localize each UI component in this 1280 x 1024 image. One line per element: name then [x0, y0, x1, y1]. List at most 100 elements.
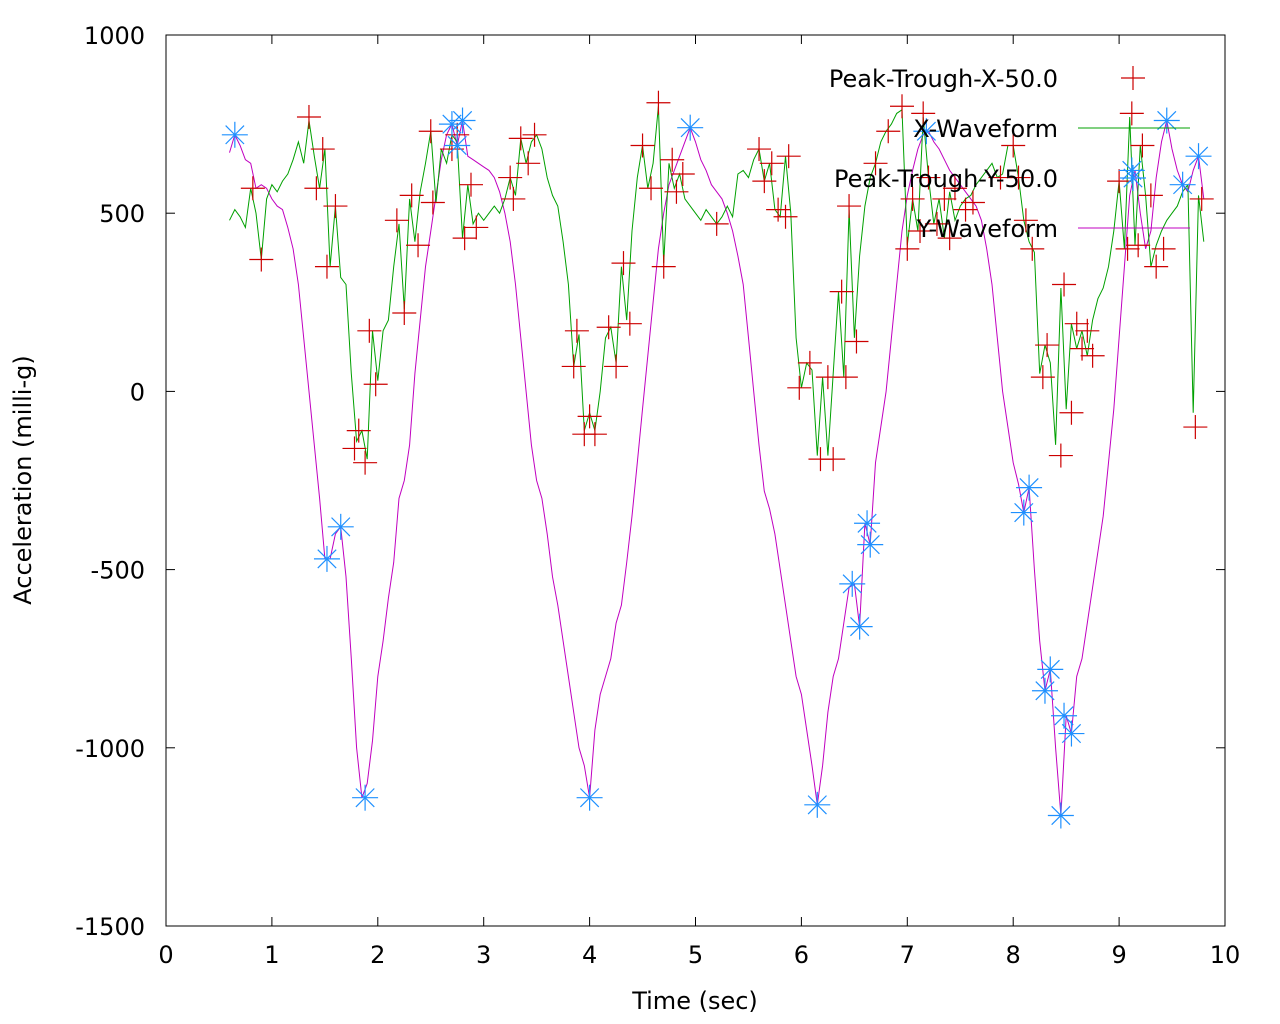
data-point-y-peak	[313, 545, 340, 572]
data-point-x-peak	[1115, 236, 1140, 261]
data-point-x-peak	[863, 151, 888, 176]
data-point-x-peak	[787, 375, 812, 400]
data-point-x-peak	[639, 176, 664, 201]
data-point-x-peak	[1030, 365, 1055, 390]
data-point-x-peak	[240, 176, 265, 201]
data-point-x-peak	[630, 133, 655, 158]
data-point-y-peak	[1169, 171, 1196, 198]
data-point-x-peak	[296, 104, 321, 129]
x-tick-label: 10	[1210, 941, 1241, 969]
data-point-x-peak	[399, 183, 424, 208]
legend: Peak-Trough-X-50.0 X-Waveform Peak-Trough-…	[829, 65, 1190, 243]
data-point-x-peak	[1138, 183, 1163, 208]
data-point-y-peak	[854, 510, 881, 537]
data-point-x-peak	[895, 236, 920, 261]
data-point-x-peak	[1080, 343, 1105, 368]
plot-area	[221, 90, 1214, 829]
data-point-x-peak	[1151, 236, 1176, 261]
data-point-x-peak	[1020, 236, 1045, 261]
data-point-y-peak	[1051, 702, 1078, 729]
data-point-x-peak	[452, 226, 477, 251]
data-point-x-peak	[924, 211, 949, 236]
data-point-x-peak	[1006, 165, 1031, 190]
data-point-x-peak	[342, 436, 367, 461]
data-point-x-peak	[1126, 233, 1151, 258]
data-point-x-peak	[660, 147, 685, 172]
data-point-x-peak	[1035, 333, 1060, 358]
y-tick-label: 500	[99, 200, 145, 228]
data-point-x-peak	[911, 101, 936, 126]
data-point-x-peak	[900, 186, 925, 211]
data-point-x-peak	[604, 354, 629, 379]
data-point-y-peak	[1118, 157, 1145, 184]
data-point-x-peak	[1075, 318, 1100, 343]
legend-label: Y-Waveform	[916, 215, 1058, 243]
data-point-x-peak	[611, 251, 636, 276]
data-point-x-peak	[651, 254, 676, 279]
data-point-y-peak	[576, 784, 603, 811]
data-point-x-peak	[844, 329, 869, 354]
data-point-x-peak	[464, 215, 489, 240]
data-point-x-peak	[1070, 336, 1095, 361]
data-point-y-peak	[352, 784, 379, 811]
data-point-x-peak	[937, 226, 962, 251]
data-point-y-peak	[444, 132, 471, 159]
x-tick-label: 6	[794, 941, 809, 969]
data-point-x-peak	[582, 422, 607, 447]
data-point-x-peak	[420, 190, 445, 215]
data-point-x-peak	[310, 137, 335, 162]
data-point-y-peak	[1010, 499, 1037, 526]
y-tick-label: -500	[91, 557, 145, 585]
data-point-y-peak	[221, 121, 248, 148]
data-point-x-peak	[353, 450, 378, 475]
data-point-x-peak	[833, 365, 858, 390]
data-point-x-peak	[821, 447, 846, 472]
data-point-x-peak	[1130, 133, 1155, 158]
data-point-x-peak	[1183, 415, 1208, 440]
data-point-x-peak	[1144, 254, 1169, 279]
legend-label: Peak-Trough-X-50.0	[829, 65, 1058, 93]
data-point-x-peak	[249, 247, 274, 272]
data-point-x-peak	[916, 165, 941, 190]
data-point-x-peak	[670, 161, 695, 186]
y-tick-label: -1000	[75, 735, 145, 763]
data-point-x-peak	[1059, 400, 1084, 425]
data-point-x-peak	[406, 233, 431, 258]
axis-ticks: 0 1 2 3 4 5 6 7 8 9 10 -1500 -1000 -500 0 500 1000	[75, 22, 1240, 969]
data-point-x-peak	[837, 194, 862, 219]
y-tick-label: 1000	[84, 22, 145, 50]
series-line-y-waveform	[229, 120, 1205, 816]
data-point-x-peak	[704, 211, 729, 236]
data-point-x-peak	[942, 176, 967, 201]
data-point-x-peak	[418, 119, 443, 144]
data-point-x-peak	[1052, 272, 1077, 297]
data-point-x-peak	[766, 197, 791, 222]
data-point-x-peak	[323, 194, 348, 219]
data-point-y-peak	[677, 114, 704, 141]
data-point-y-peak	[857, 531, 884, 558]
data-point-x-peak	[960, 190, 985, 215]
data-point-y-peak	[1031, 677, 1058, 704]
x-tick-label: 0	[158, 941, 173, 969]
data-point-x-peak	[357, 318, 382, 343]
data-point-x-peak	[508, 126, 533, 151]
data-point-x-peak	[890, 94, 915, 119]
data-point-x-peak	[752, 169, 777, 194]
legend-swatch-plus	[1121, 66, 1145, 90]
data-point-x-peak	[314, 254, 339, 279]
x-tick-label: 5	[688, 941, 703, 969]
data-point-x-peak	[773, 204, 798, 229]
data-point-x-peak	[1064, 311, 1089, 336]
data-point-x-peak	[561, 354, 586, 379]
data-point-y-peak	[1037, 656, 1064, 683]
data-point-y-peak	[839, 570, 866, 597]
data-point-y-peak	[1185, 143, 1212, 170]
x-tick-label: 1	[264, 941, 279, 969]
x-tick-label: 4	[582, 941, 597, 969]
data-point-x-peak	[646, 90, 671, 115]
data-point-y-peak	[1047, 802, 1074, 829]
data-point-y-peak	[438, 111, 465, 138]
data-point-x-peak	[1013, 208, 1038, 233]
data-point-y-peak	[449, 107, 476, 134]
